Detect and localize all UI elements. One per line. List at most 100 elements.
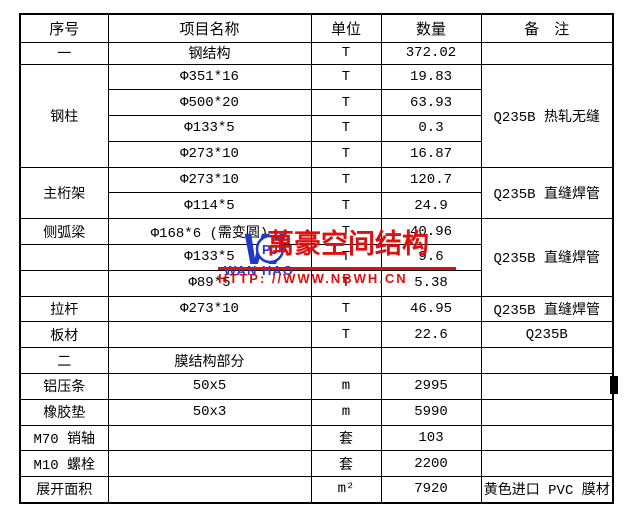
cell-qty: 40.96 (380, 218, 482, 246)
cell-name: Φ89*5 (107, 269, 312, 297)
table-row: Φ89*5 T 5.38 (19, 269, 613, 297)
cell-no: 二 (19, 347, 109, 375)
cell-no: 侧弧梁 (19, 218, 109, 246)
table-row: 板材 T 22.6 Q235B (19, 321, 614, 349)
cell-qty: 2200 (380, 450, 482, 478)
cell-remark (480, 424, 614, 452)
cell-qty: 5.38 (380, 269, 482, 297)
cell-remark: Q235B 直缝焊管 (480, 218, 614, 297)
cell-qty: 19.83 (380, 63, 482, 91)
cell-name: Φ500*20 (107, 89, 312, 117)
cell-no: 拉杆 (19, 295, 109, 323)
cell-name (107, 450, 312, 478)
cell-unit (310, 347, 382, 375)
cell-unit: T (310, 115, 382, 142)
border-artifact-mark (610, 376, 618, 394)
header-remark: 备 注 (480, 13, 614, 43)
cell-qty: 2995 (380, 373, 482, 400)
cell-unit: T (310, 269, 382, 297)
cell-qty: 0.3 (380, 115, 482, 142)
quantity-table-container: 序号 项目名称 单位 数量 备 注 一 钢结构 T 372.02 钢柱 Φ351… (19, 13, 614, 504)
table-row: M10 螺栓 套 2200 (19, 450, 614, 478)
cell-qty: 46.95 (380, 295, 482, 323)
cell-remark: Q235B 热轧无缝 (480, 63, 614, 168)
cell-remark: 黄色进口 PVC 膜材 (480, 476, 614, 504)
cell-unit: 套 (310, 450, 382, 478)
cell-name: 50x5 (107, 373, 312, 400)
cell-unit: T (310, 140, 382, 168)
cell-unit: T (310, 244, 382, 271)
cell-no: 主桁架 (19, 166, 109, 220)
header-item-name: 项目名称 (107, 13, 312, 43)
cell-no: M70 销轴 (19, 424, 109, 452)
cell-qty (380, 347, 482, 375)
header-quantity: 数量 (380, 13, 482, 43)
cell-unit: T (310, 321, 382, 349)
cell-qty: 7920 (380, 476, 482, 504)
table-row: 二 膜结构部分 (19, 347, 614, 375)
cell-qty: 24.9 (380, 192, 482, 220)
cell-qty: 16.87 (380, 140, 482, 168)
cell-unit: T (310, 63, 382, 91)
cell-unit: 套 (310, 424, 382, 452)
table-row: 拉杆 Φ273*10 T 46.95 Q235B 直缝焊管 (19, 295, 614, 323)
cell-name: Φ351*16 (107, 63, 312, 91)
cell-qty: 9.6 (380, 244, 482, 271)
cell-remark (480, 450, 614, 478)
table-row: 一 钢结构 T 372.02 (19, 41, 614, 65)
bill-of-quantities-table: 序号 项目名称 单位 数量 备 注 一 钢结构 T 372.02 钢柱 Φ351… (19, 13, 614, 504)
cell-name (107, 476, 312, 504)
header-unit: 单位 (310, 13, 382, 43)
cell-name: Φ273*10 (107, 166, 312, 194)
cell-no: 铝压条 (19, 373, 109, 400)
cell-name: Φ133*5 (107, 244, 312, 271)
cell-remark (480, 41, 614, 65)
cell-name (107, 321, 312, 349)
cell-no: 橡胶垫 (19, 398, 109, 426)
cell-qty: 5990 (380, 398, 482, 426)
cell-no (19, 244, 109, 271)
cell-no: 钢柱 (19, 63, 109, 168)
table-row: 展开面积 m² 7920 黄色进口 PVC 膜材 (19, 476, 614, 504)
header-serial: 序号 (19, 13, 109, 43)
table-row: 铝压条 50x5 m 2995 (19, 373, 614, 400)
cell-remark: Q235B 直缝焊管 (480, 166, 614, 220)
cell-no: 展开面积 (19, 476, 109, 504)
cell-remark: Q235B (480, 321, 614, 349)
cell-unit: T (310, 295, 382, 323)
cell-qty: 372.02 (380, 41, 482, 65)
cell-remark: Q235B 直缝焊管 (480, 295, 614, 323)
cell-name: Φ168*6 (需变圆) (107, 218, 312, 246)
cell-unit: T (310, 218, 382, 246)
cell-unit: T (310, 192, 382, 220)
header-row: 序号 项目名称 单位 数量 备 注 (19, 13, 614, 43)
cell-remark (480, 373, 614, 400)
cell-no: M10 螺栓 (19, 450, 109, 478)
cell-unit: T (310, 41, 382, 65)
table-row: M70 销轴 套 103 (19, 424, 614, 452)
cell-qty: 22.6 (380, 321, 482, 349)
cell-name: Φ273*10 (107, 295, 312, 323)
cell-name: 钢结构 (107, 41, 312, 65)
cell-no: 一 (19, 41, 109, 65)
cell-no: 板材 (19, 321, 109, 349)
cell-qty: 120.7 (380, 166, 482, 194)
cell-unit: m (310, 398, 382, 426)
cell-name: Φ133*5 (107, 115, 312, 142)
table-row: 橡胶垫 50x3 m 5990 (19, 398, 614, 426)
cell-unit: m² (310, 476, 382, 504)
cell-name: 50x3 (107, 398, 312, 426)
cell-remark (480, 347, 614, 375)
cell-unit: m (310, 373, 382, 400)
cell-remark (480, 398, 614, 426)
cell-qty: 103 (380, 424, 482, 452)
cell-unit: T (310, 89, 382, 117)
cell-name: 膜结构部分 (107, 347, 312, 375)
cell-qty: 63.93 (380, 89, 482, 117)
table-row: Φ114*5 T 24.9 (20, 192, 613, 220)
cell-unit: T (310, 166, 382, 194)
table-row: Φ500*20 T 63.93 (20, 89, 613, 117)
table-row: 钢柱 Φ351*16 T 19.83 Q235B 热轧无缝 (19, 63, 614, 168)
cell-name: Φ114*5 (107, 192, 312, 220)
cell-no (19, 269, 109, 297)
